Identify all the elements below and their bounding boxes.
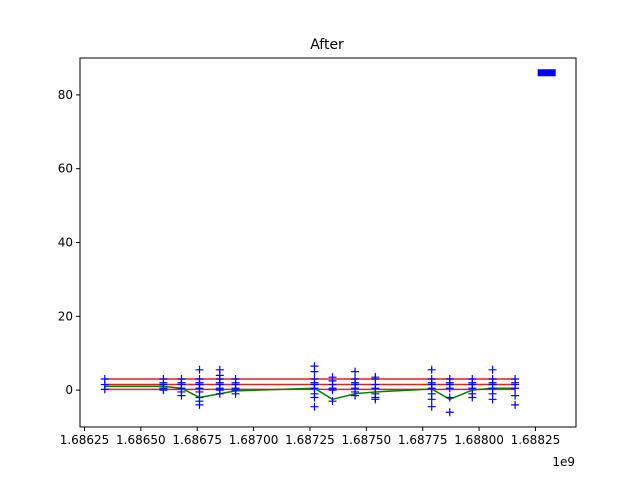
data-point-marker bbox=[511, 384, 520, 393]
y-axis: 0 20 40 60 80 bbox=[58, 88, 80, 397]
x-tick-label: 1.68800 bbox=[454, 433, 504, 447]
y-tick-label: 80 bbox=[58, 88, 73, 102]
data-point-marker bbox=[351, 367, 360, 376]
x-axis: 1.68625 1.68650 1.68675 1.68700 1.68725 1.687… bbox=[60, 427, 561, 447]
x-axis-offset-label: 1e9 bbox=[552, 455, 575, 469]
y-tick-label: 40 bbox=[58, 236, 73, 250]
y-tick-label: 20 bbox=[58, 309, 73, 323]
data-point-marker bbox=[195, 365, 204, 374]
data-point-marker bbox=[488, 395, 497, 404]
data-point-marker bbox=[100, 385, 109, 394]
x-tick-label: 1.68825 bbox=[511, 433, 561, 447]
data-point-marker bbox=[445, 408, 454, 417]
data-point-marker bbox=[310, 367, 319, 376]
x-tick-label: 1.68700 bbox=[229, 433, 279, 447]
data-point-marker bbox=[511, 400, 520, 409]
x-tick-label: 1.68750 bbox=[342, 433, 392, 447]
data-point-marker bbox=[488, 365, 497, 374]
x-tick-label: 1.68775 bbox=[398, 433, 448, 447]
y-tick-label: 60 bbox=[58, 162, 73, 176]
data-point-marker bbox=[195, 400, 204, 409]
data-point-marker bbox=[427, 365, 436, 374]
data-point-marker bbox=[328, 397, 337, 406]
chart-title: After bbox=[310, 37, 344, 53]
data-point-marker bbox=[427, 402, 436, 411]
data-point-marker bbox=[445, 384, 454, 393]
data-point-marker bbox=[468, 393, 477, 402]
data-point-marker bbox=[310, 393, 319, 402]
x-tick-label: 1.68675 bbox=[172, 433, 222, 447]
plot-area bbox=[79, 57, 577, 428]
data-point-marker bbox=[215, 389, 224, 398]
x-tick-label: 1.68650 bbox=[116, 433, 166, 447]
y-tick-label: 0 bbox=[65, 383, 73, 397]
data-point-marker bbox=[427, 395, 436, 404]
data-point-marker bbox=[177, 391, 186, 400]
x-tick-label: 1.68625 bbox=[60, 433, 110, 447]
data-point-marker bbox=[445, 393, 454, 402]
series-layer bbox=[100, 69, 556, 417]
data-point-marker bbox=[371, 395, 380, 404]
x-tick-label: 1.68725 bbox=[285, 433, 335, 447]
data-point-marker bbox=[511, 391, 520, 400]
data-point-marker bbox=[351, 391, 360, 400]
data-point-marker bbox=[328, 386, 337, 395]
data-point-marker bbox=[231, 389, 240, 398]
data-point-marker bbox=[159, 386, 168, 395]
data-point-marker bbox=[310, 402, 319, 411]
